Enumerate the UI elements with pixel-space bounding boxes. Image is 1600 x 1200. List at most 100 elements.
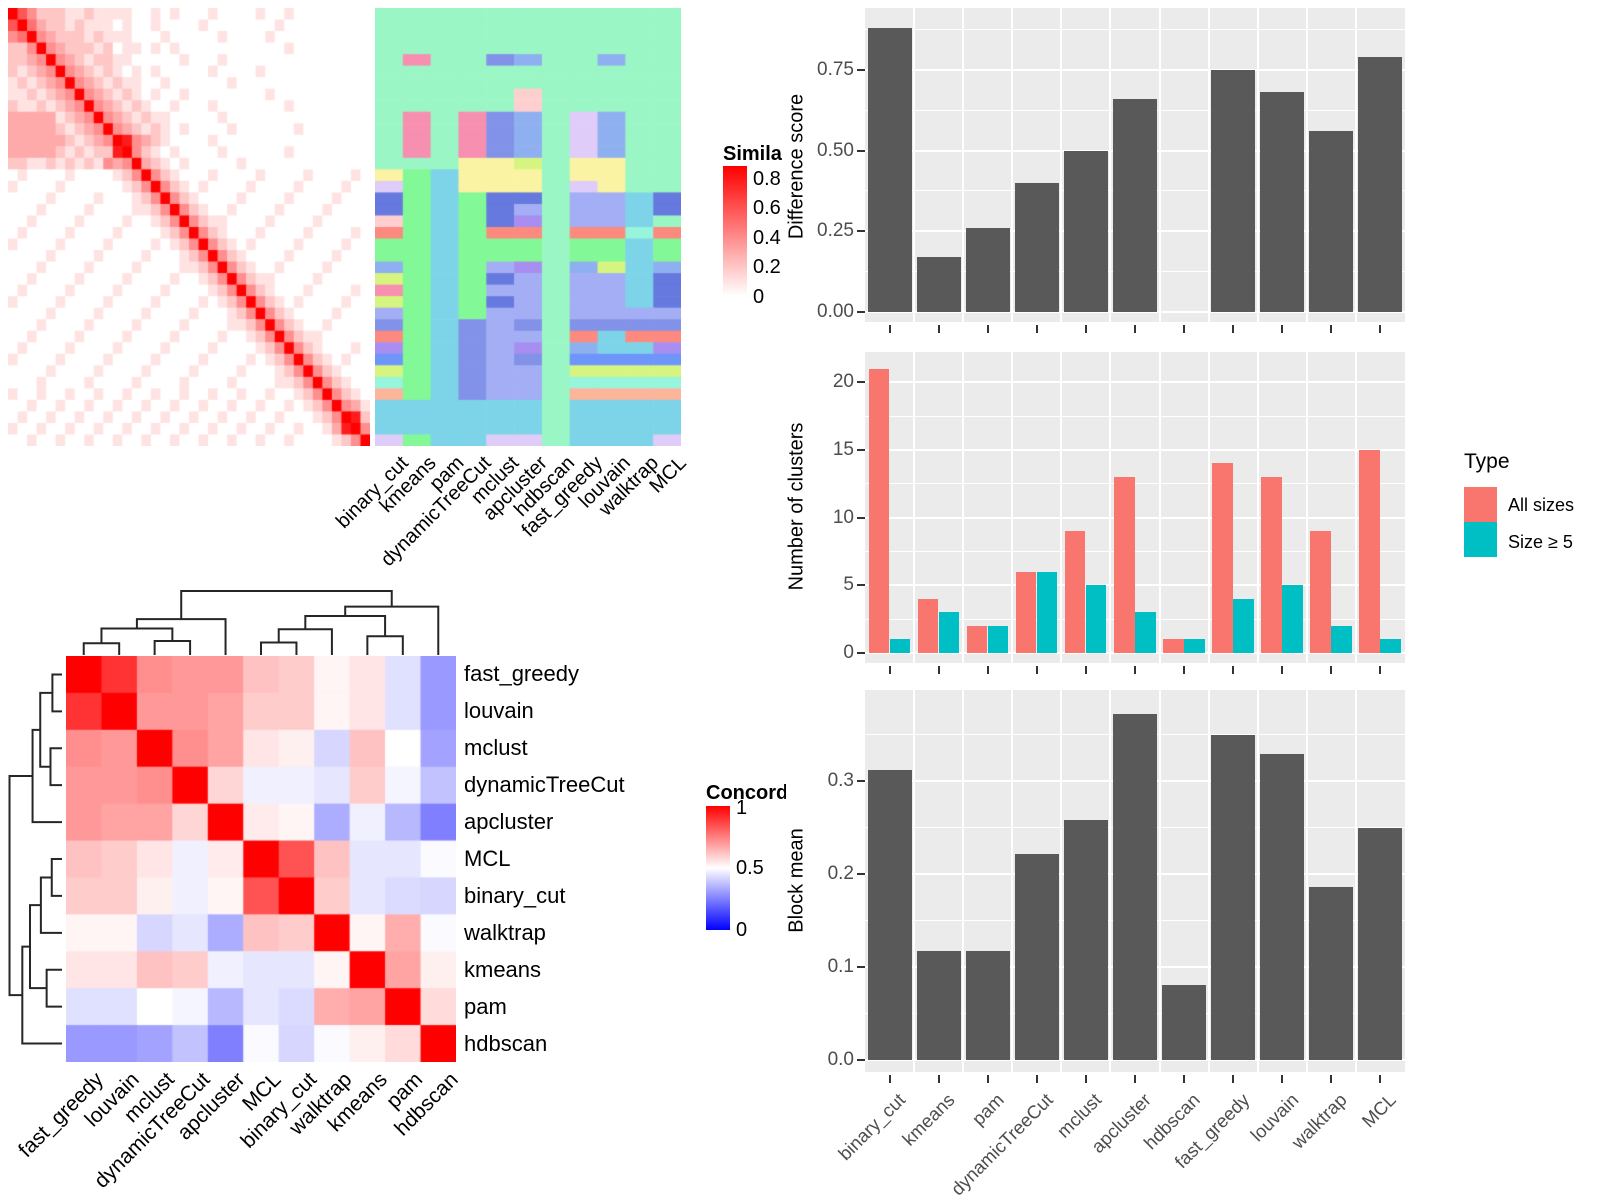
x-tick-mark [1330,666,1333,674]
bar-kmeans-size-ge5 [938,612,960,653]
y-tick-mark [857,652,865,654]
x-tick-mark [1134,325,1136,333]
gridline-vertical [1354,690,1357,1072]
x-tick-mark [1281,325,1284,333]
x-tick-label-binary_cut: binary_cut [834,1089,910,1165]
bar-walktrap-size-ge5 [1331,625,1352,653]
x-tick-mark [888,1075,891,1083]
y-tick-label-0.2: 0.2 [827,863,854,884]
row-dendrogram [8,673,62,1045]
x-tick-mark [986,1075,989,1083]
y-tick-mark [857,780,865,782]
y-tick-label-0.25: 0.25 [817,220,854,242]
similarity-legend-tick-0.8: 0.8 [753,168,781,190]
gridline-vertical [1060,8,1063,322]
gridline-vertical [1158,8,1161,322]
x-tick-mark [888,666,891,674]
gridline-vertical [1011,8,1014,322]
gridline-vertical [1207,8,1210,322]
bar-mclust-all-sizes [1064,531,1086,653]
x-tick-mark [1134,1075,1136,1083]
axis-title-difference-score: Difference score [785,93,808,240]
concordance-row-label-louvain: louvain [464,698,534,724]
y-tick-mark [857,516,865,519]
x-tick-label-pam: pam [967,1089,1008,1130]
x-tick-mark [1379,325,1382,333]
x-tick-mark [1035,1075,1038,1083]
x-tick-mark [1330,325,1333,333]
bar-binary_cut [867,769,912,1060]
x-tick-mark [1183,1075,1186,1083]
bar-apcluster-size-ge5 [1135,612,1156,653]
x-tick-mark [1183,325,1186,333]
gridline-major [865,448,1405,451]
gridline-vertical [962,352,965,663]
gridline-vertical [1109,352,1112,663]
gridline-major [865,381,1405,384]
gridline-vertical [1256,352,1259,663]
x-tick-mark [1232,666,1235,674]
bar-MCL [1358,56,1403,312]
bar-binary_cut-size-ge5 [889,639,911,653]
concordance-legend-tick-1: 1 [736,797,748,819]
bar-dynamicTreeCut-all-sizes [1015,571,1037,653]
bar-fast_greedy [1211,735,1256,1060]
concordance-legend-gradient [706,806,730,930]
similarity-legend-tick-0.4: 0.4 [753,227,781,249]
gridline-vertical [1354,8,1357,322]
bar-louvain [1260,92,1305,312]
x-tick-label-kmeans: kmeans [897,1089,959,1150]
y-tick-label-0.3: 0.3 [827,770,854,791]
concordance-row-label-dynamicTreeCut: dynamicTreeCut [464,772,625,798]
y-tick-mark [857,1059,865,1061]
similarity-heatmap [8,8,370,446]
column-dendrogram [82,590,440,655]
y-tick-mark [857,149,865,152]
bar-louvain-all-sizes [1261,476,1282,653]
x-tick-mark [1035,325,1038,333]
y-tick-label-0.50: 0.50 [817,139,854,161]
bar-fast_greedy-all-sizes [1212,463,1233,653]
concordance-row-label-hdbscan: hdbscan [464,1030,548,1056]
gridline-vertical [962,8,965,322]
bar-walktrap [1309,887,1354,1060]
x-tick-mark [1232,325,1235,333]
similarity-legend-title: Simila [723,143,782,165]
concordance-row-label-fast_greedy: fast_greedy [464,661,579,687]
bar-louvain-size-ge5 [1282,585,1303,653]
gridline-vertical [913,8,916,322]
x-tick-mark [1281,1075,1284,1083]
concordance-row-label-walktrap: walktrap [464,919,546,945]
gridline-major [865,311,1405,313]
gridline-major [865,652,1405,654]
x-tick-mark [1183,666,1186,674]
y-tick-label-0.0: 0.0 [827,1049,854,1070]
type-legend-label-all-sizes: All sizes [1508,495,1575,515]
x-tick-mark [1134,666,1136,674]
concordance-row-label-kmeans: kmeans [464,956,542,982]
y-tick-mark [857,873,865,875]
similarity-legend-tick-0: 0 [753,286,765,308]
x-tick-mark [1232,1075,1235,1083]
gridline-vertical [1109,690,1112,1072]
gridline-vertical [1158,352,1161,663]
gridline-vertical [1305,8,1308,322]
bar-hdbscan [1162,984,1207,1060]
x-tick-mark [1379,1075,1382,1083]
type-legend-label-size-ge5: Size ≥ 5 [1508,532,1573,552]
bar-fast_greedy [1211,69,1256,312]
bar-apcluster-all-sizes [1114,476,1135,653]
y-tick-label-5: 5 [843,574,854,596]
x-tick-mark [1035,666,1038,674]
bar-mclust [1063,150,1108,312]
y-tick-label-0.1: 0.1 [827,956,854,977]
gridline-vertical [1011,690,1014,1072]
y-tick-mark [857,448,865,451]
type-legend-title: Type [1464,450,1510,473]
y-tick-label-0: 0 [843,642,854,663]
bar-binary_cut-all-sizes [868,368,890,653]
bar-apcluster [1113,714,1157,1060]
bar-binary_cut [867,27,912,312]
gridline-major [865,584,1405,587]
y-tick-mark [857,381,865,384]
